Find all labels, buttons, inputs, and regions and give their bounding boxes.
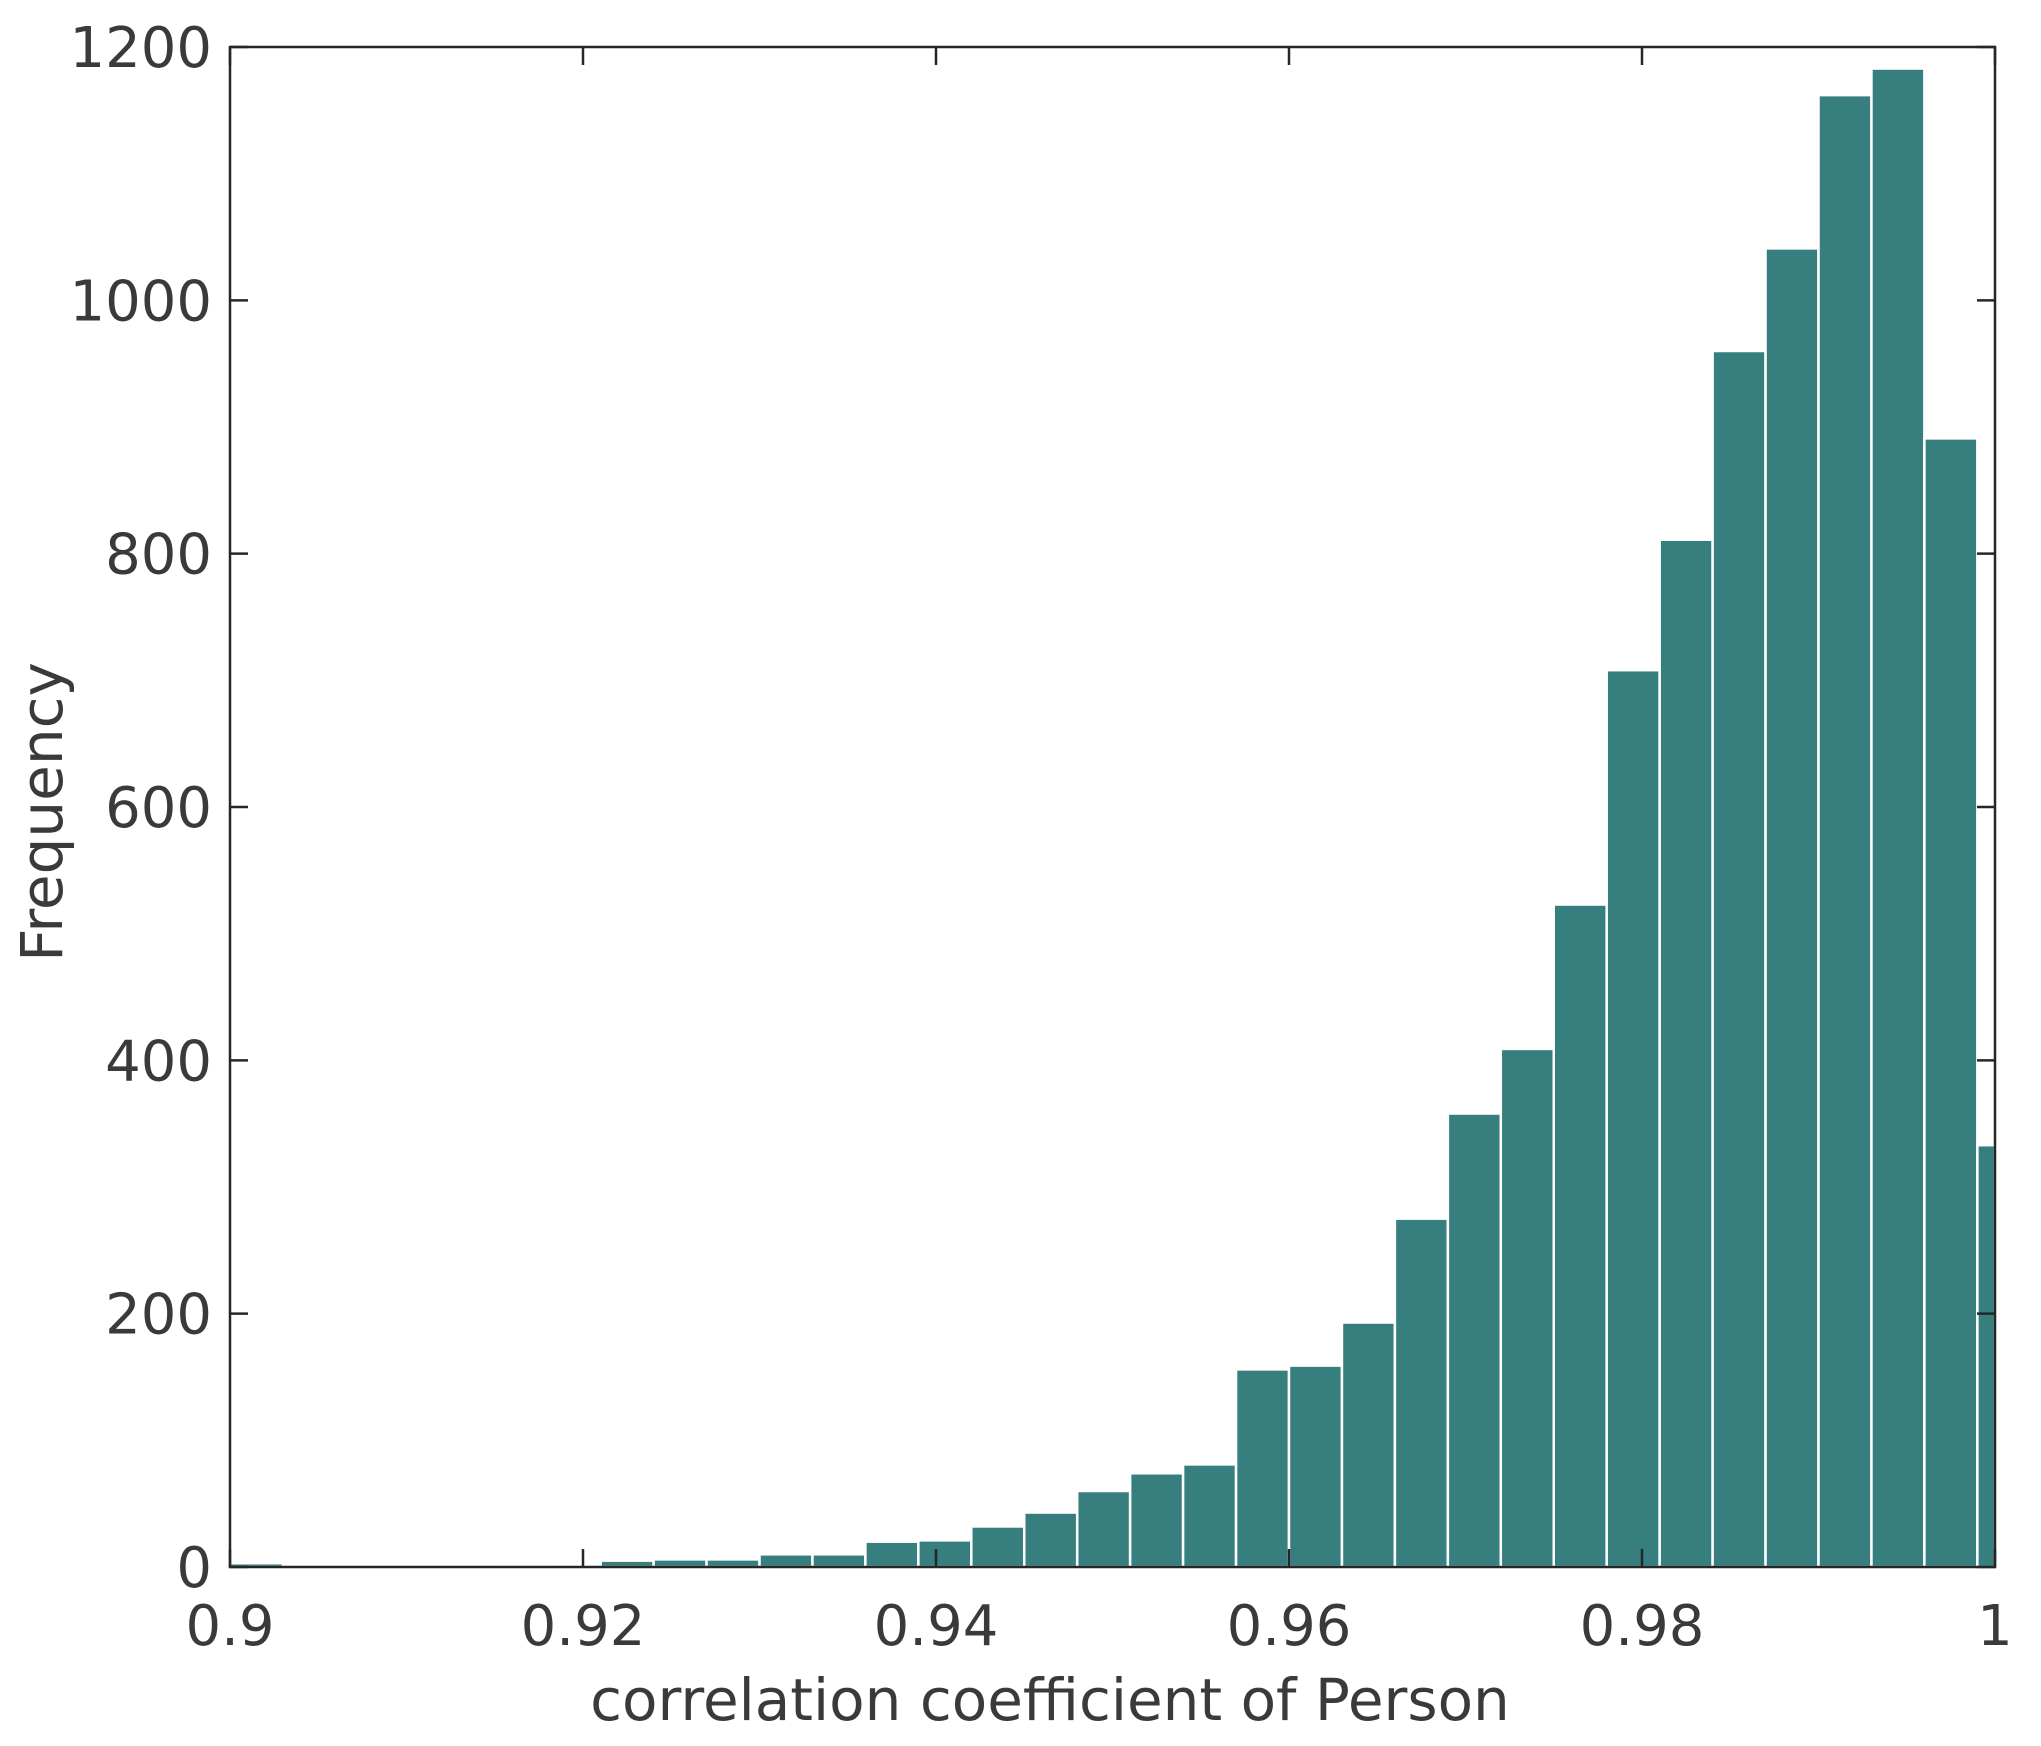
histogram-bar (1658, 538, 1714, 1569)
x-tick-label: 0.96 (1227, 1594, 1352, 1659)
x-tick-label: 0.98 (1580, 1594, 1705, 1659)
histogram-bar (1923, 437, 1979, 1569)
histogram-bar (1340, 1321, 1397, 1569)
histogram-bar (917, 1539, 973, 1569)
histogram-bar (1128, 1472, 1185, 1569)
histogram-bar (1711, 349, 1767, 1569)
x-tick-label: 0.94 (874, 1594, 999, 1659)
y-tick-label: 0 (176, 1536, 212, 1601)
histogram-bar (1393, 1217, 1450, 1569)
histogram-bar (1287, 1364, 1344, 1569)
x-axis-label: correlation coefficient of Person (590, 1666, 1510, 1734)
histogram-bar (1023, 1511, 1079, 1569)
histogram-bar (1446, 1112, 1503, 1569)
histogram-bar (1870, 67, 1926, 1569)
y-tick-label: 800 (105, 523, 212, 588)
histogram-bar (811, 1553, 867, 1569)
tick-labels-layer: 0.9 0.92 0.94 0.96 0.98 1 0 200 400 600 800 1000 120… (69, 16, 2012, 1659)
histogram-bar (1764, 247, 1820, 1569)
y-tick-label: 1000 (69, 269, 212, 334)
histogram-bar (1817, 93, 1873, 1569)
y-axis-label: Frequency (8, 662, 76, 962)
x-tick-label: 0.92 (521, 1594, 646, 1659)
y-tick-label: 600 (105, 776, 212, 841)
y-tick-label: 1200 (69, 16, 212, 81)
y-tick-label: 200 (105, 1283, 212, 1348)
histogram-bar (1552, 903, 1608, 1569)
histogram-bar (970, 1525, 1026, 1569)
histogram-bar (1499, 1047, 1556, 1569)
histogram-bar (1234, 1368, 1291, 1569)
histogram-bar (1605, 668, 1661, 1569)
histogram-bar (758, 1553, 814, 1569)
x-tick-label: 1 (1977, 1594, 2013, 1659)
histogram-bar (1075, 1489, 1132, 1569)
histogram-bar (1181, 1463, 1238, 1569)
bars-layer (228, 67, 1997, 1569)
ticks-layer (228, 45, 1997, 1569)
histogram-bar (1976, 1143, 1997, 1569)
y-tick-label: 400 (105, 1029, 212, 1094)
x-tick-label: 0.9 (185, 1594, 274, 1659)
histogram-bar (864, 1540, 920, 1569)
